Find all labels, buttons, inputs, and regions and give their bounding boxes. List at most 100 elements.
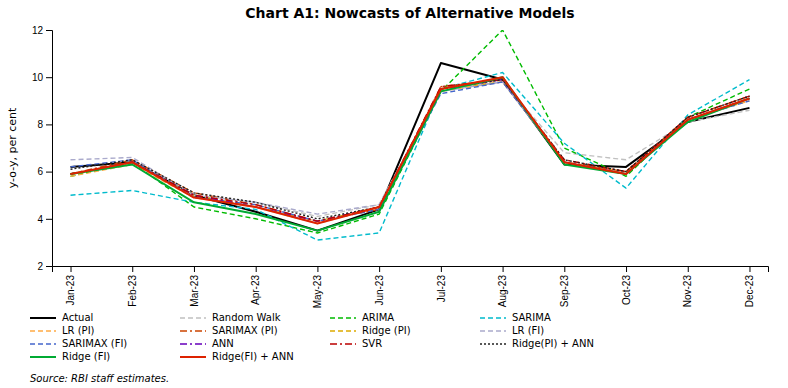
y-axis-line bbox=[46, 31, 53, 267]
y-tick-label: 8 bbox=[37, 119, 43, 130]
x-tick-mark bbox=[503, 266, 504, 272]
x-tick-label: Mar-23 bbox=[189, 275, 200, 307]
legend: Actual Random Walk ARIMA SARIMA LR (PI) SARIM… bbox=[30, 312, 594, 362]
legend-swatch bbox=[330, 343, 356, 344]
legend-swatch bbox=[30, 343, 56, 344]
legend-label: Ridge (PI) bbox=[362, 325, 411, 336]
source: Source: RBI staff estimates. bbox=[30, 373, 169, 384]
y-tick: 8 bbox=[37, 119, 52, 130]
y-tick-label: 10 bbox=[32, 72, 44, 83]
plot: Jan-23 Feb-23 Mar-23 Apr-23 May-23 Jun-23 Jul-… bbox=[6, 25, 769, 309]
legend-label: ARIMA bbox=[362, 312, 394, 323]
x-tick-mark bbox=[749, 266, 750, 272]
x-tick-mark bbox=[626, 266, 627, 272]
x-tick: Apr-23 bbox=[250, 266, 261, 305]
x-tick-mark bbox=[132, 266, 133, 272]
legend-label: Ridge (FI) bbox=[62, 351, 110, 362]
x-tick-label: Aug-23 bbox=[497, 275, 508, 308]
x-tick-label: Feb-23 bbox=[127, 275, 138, 307]
legend-swatch bbox=[180, 343, 206, 344]
x-tick-label: Apr-23 bbox=[250, 275, 261, 305]
legend-swatch bbox=[30, 317, 56, 319]
y-tick-label: 6 bbox=[37, 166, 43, 177]
x-tick-mark bbox=[194, 266, 195, 272]
legend-swatch bbox=[180, 317, 206, 318]
legend-item: Random Walk bbox=[180, 312, 281, 323]
legend-label: Actual bbox=[62, 312, 93, 323]
y-tick-mark bbox=[46, 219, 52, 220]
x-tick: Aug-23 bbox=[497, 266, 508, 307]
y-tick-mark bbox=[46, 266, 52, 267]
legend-item: Ridge(FI) + ANN bbox=[180, 351, 294, 362]
x-tick: Mar-23 bbox=[189, 266, 200, 307]
x-tick-mark bbox=[71, 266, 72, 272]
x-tick: Feb-23 bbox=[127, 266, 138, 307]
legend-item: LR (PI) bbox=[30, 325, 95, 336]
x-tick-label: Jul-23 bbox=[436, 275, 447, 303]
legend-label: SVR bbox=[362, 338, 382, 349]
legend-swatch bbox=[180, 356, 206, 358]
legend-item: ARIMA bbox=[330, 312, 394, 323]
legend-swatch bbox=[30, 356, 56, 358]
x-tick: Sep-23 bbox=[559, 266, 570, 307]
x-axis-line bbox=[53, 267, 769, 273]
legend-item: SARIMA bbox=[480, 312, 551, 323]
x-tick-mark bbox=[379, 266, 380, 272]
legend-label: LR (FI) bbox=[512, 325, 544, 336]
y-tick-label: 4 bbox=[37, 214, 43, 225]
x-tick: Dec-23 bbox=[744, 266, 755, 307]
series-line bbox=[71, 77, 750, 223]
x-tick-label: Jan-23 bbox=[65, 275, 76, 306]
chart: Jan-23 Feb-23 Mar-23 Apr-23 May-23 Jun-23 Jul-… bbox=[0, 0, 788, 388]
legend-swatch bbox=[30, 330, 56, 331]
x-tick-mark bbox=[317, 266, 318, 272]
y-axis: 2 4 6 8 10 12 bbox=[32, 25, 53, 272]
legend-swatch bbox=[330, 330, 356, 331]
legend-label: SARIMAX (FI) bbox=[62, 338, 127, 349]
series-line bbox=[71, 72, 750, 240]
x-tick-mark bbox=[564, 266, 565, 272]
legend-swatch bbox=[480, 343, 506, 344]
x-tick-label: Oct-23 bbox=[621, 275, 632, 305]
y-tick-mark bbox=[46, 30, 52, 31]
legend-label: SARIMAX (PI) bbox=[212, 325, 278, 336]
series-line bbox=[71, 77, 750, 230]
legend-swatch bbox=[480, 330, 506, 331]
y-tick-mark bbox=[46, 77, 52, 78]
x-tick-label: May-23 bbox=[312, 275, 323, 309]
y-tick: 2 bbox=[37, 261, 52, 272]
y-tick-mark bbox=[46, 124, 52, 125]
lines bbox=[71, 30, 750, 240]
legend-item: SVR bbox=[330, 338, 382, 349]
x-tick-mark bbox=[688, 266, 689, 272]
x-tick-label: Sep-23 bbox=[559, 275, 570, 308]
legend-item: Actual bbox=[30, 312, 93, 323]
x-tick: Jun-23 bbox=[374, 266, 385, 306]
legend-swatch bbox=[180, 330, 206, 331]
y-tick: 12 bbox=[32, 25, 52, 36]
x-tick: Jul-23 bbox=[436, 266, 447, 302]
legend-label: Ridge(PI) + ANN bbox=[512, 338, 594, 349]
series-line bbox=[71, 63, 750, 231]
y-tick: 10 bbox=[32, 72, 52, 83]
y-tick: 4 bbox=[37, 214, 52, 225]
legend-item: SARIMAX (PI) bbox=[180, 325, 278, 336]
legend-label: ANN bbox=[212, 338, 234, 349]
x-tick-mark bbox=[256, 266, 257, 272]
y-axis-title: y-o-y, per cent bbox=[6, 107, 19, 188]
x-tick-label: Jun-23 bbox=[374, 275, 385, 306]
x-axis: Jan-23 Feb-23 Mar-23 Apr-23 May-23 Jun-23 Jul-… bbox=[53, 266, 769, 308]
y-tick: 6 bbox=[37, 166, 52, 177]
legend-label: Random Walk bbox=[212, 312, 281, 323]
x-tick: Oct-23 bbox=[621, 266, 632, 305]
legend-item: ANN bbox=[180, 338, 234, 349]
y-tick-label: 2 bbox=[37, 261, 43, 272]
x-tick: May-23 bbox=[312, 266, 323, 308]
legend-item: Ridge (PI) bbox=[330, 325, 411, 336]
legend-label: LR (PI) bbox=[62, 325, 95, 336]
legend-item: Ridge(PI) + ANN bbox=[480, 338, 594, 349]
x-tick: Nov-23 bbox=[682, 266, 693, 307]
y-tick-label: 12 bbox=[32, 25, 44, 36]
legend-swatch bbox=[480, 317, 506, 318]
legend-item: SARIMAX (FI) bbox=[30, 338, 127, 349]
